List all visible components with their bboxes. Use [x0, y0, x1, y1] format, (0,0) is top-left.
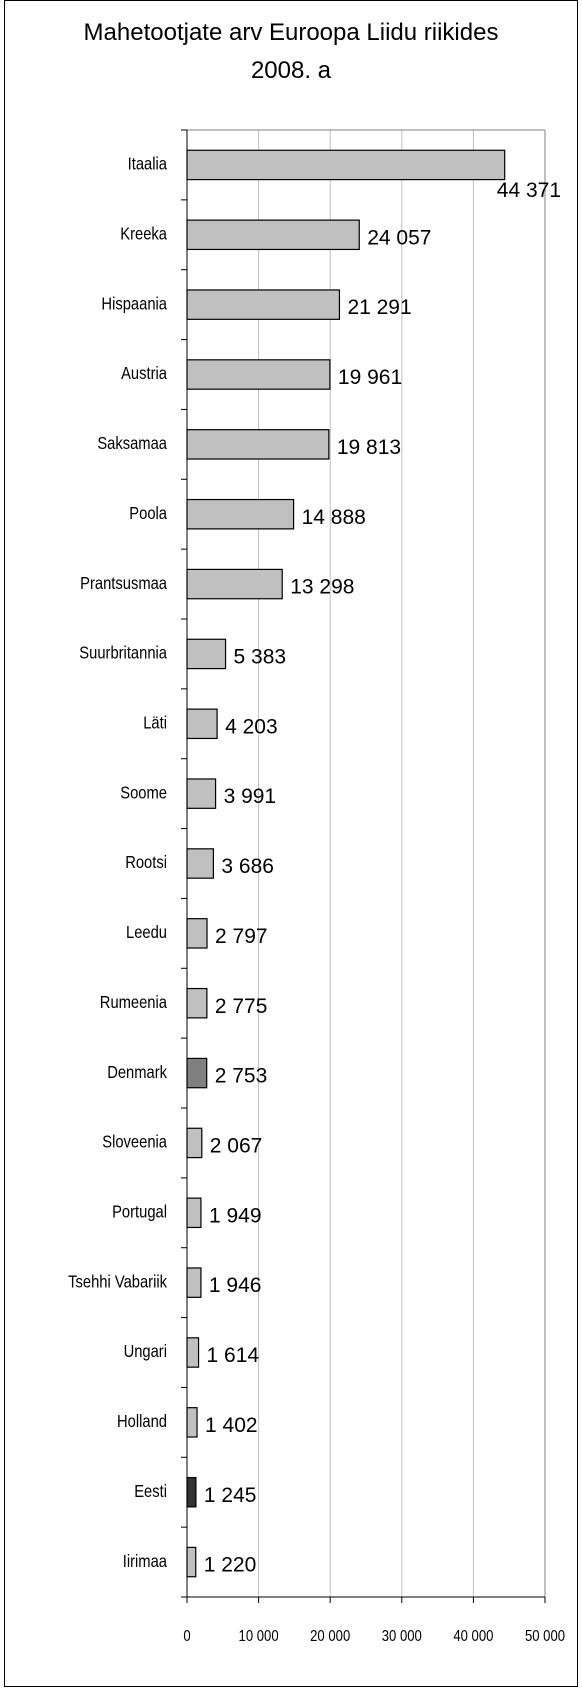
bar [186, 1057, 208, 1089]
value-label: 14 888 [302, 506, 366, 529]
y-tick-label: Hispaania [101, 294, 167, 314]
bar [186, 1197, 202, 1229]
value-label: 24 057 [367, 226, 431, 249]
x-tick-label: 50 000 [525, 1628, 565, 1645]
bar [186, 1476, 197, 1508]
y-tick-label: Leedu [126, 923, 167, 943]
y-tick-label: Ungari [124, 1342, 167, 1362]
x-tick-label: 20 000 [310, 1628, 350, 1645]
bar [186, 429, 330, 460]
bar [186, 359, 331, 390]
value-label: 19 961 [338, 366, 402, 389]
value-label: 1 949 [209, 1204, 262, 1227]
bar [186, 149, 506, 181]
y-tick-label: Sloveenia [102, 1132, 168, 1152]
x-tick-label: 40 000 [453, 1628, 493, 1645]
y-tick-label: Denmark [107, 1063, 167, 1083]
y-tick-label: Tsehhi Vabariik [68, 1272, 168, 1292]
value-label: 19 813 [337, 436, 401, 459]
value-label: 1 946 [209, 1274, 262, 1297]
y-tick-label: Soome [120, 783, 167, 803]
value-label: 2 775 [215, 995, 268, 1018]
value-label: 1 220 [204, 1554, 257, 1577]
bar [186, 1337, 200, 1368]
value-label: 2 797 [215, 925, 268, 948]
bar [186, 1546, 197, 1578]
bar [186, 1127, 203, 1159]
bar [186, 568, 283, 600]
y-tick-label: Suurbritannia [79, 643, 167, 663]
chart-title: Mahetootjate arv Euroopa Liidu riikides … [83, 19, 499, 84]
y-tick-label: Kreeka [120, 224, 167, 244]
bar [186, 219, 360, 251]
bar [186, 1407, 198, 1438]
bar [186, 778, 217, 809]
value-label: 5 383 [234, 645, 287, 668]
x-tick-label: 30 000 [382, 1628, 422, 1645]
y-tick-label: Itaalia [128, 154, 168, 174]
y-tick-label: Läti [143, 713, 167, 733]
y-tick-label: Rootsi [125, 853, 167, 873]
y-tick-label: Rumeenia [100, 993, 168, 1013]
bar [186, 289, 341, 320]
x-tick-label: 10 000 [239, 1628, 279, 1645]
value-label: 13 298 [290, 576, 354, 599]
bar [186, 1267, 202, 1298]
y-tick-label: Saksamaa [97, 434, 167, 454]
bar [186, 987, 208, 1019]
value-label: 1 402 [205, 1414, 258, 1437]
x-tick-label: 0 [183, 1628, 190, 1645]
bar [186, 918, 208, 949]
y-tick-label: Portugal [112, 1202, 167, 1222]
y-tick-label: Holland [117, 1412, 167, 1432]
value-label: 4 203 [225, 715, 278, 738]
y-tick-label: Iirimaa [123, 1552, 168, 1572]
value-label: 21 291 [347, 296, 411, 319]
bar [186, 708, 218, 740]
frame [4, 0, 578, 1687]
value-label: 3 686 [221, 855, 274, 878]
bar [186, 848, 214, 879]
y-tick-label: Eesti [134, 1482, 167, 1502]
value-label: 2 753 [215, 1065, 268, 1088]
y-tick-label: Prantsusmaa [80, 574, 168, 594]
value-label: 44 371 [497, 179, 561, 202]
value-label: 1 614 [207, 1344, 260, 1367]
value-label: 2 067 [210, 1134, 263, 1157]
value-label: 1 245 [204, 1484, 257, 1507]
bar [186, 498, 295, 530]
bar [186, 638, 227, 670]
value-label: 3 991 [224, 785, 277, 808]
y-tick-label: Austria [121, 364, 168, 384]
y-tick-label: Poola [129, 504, 167, 524]
